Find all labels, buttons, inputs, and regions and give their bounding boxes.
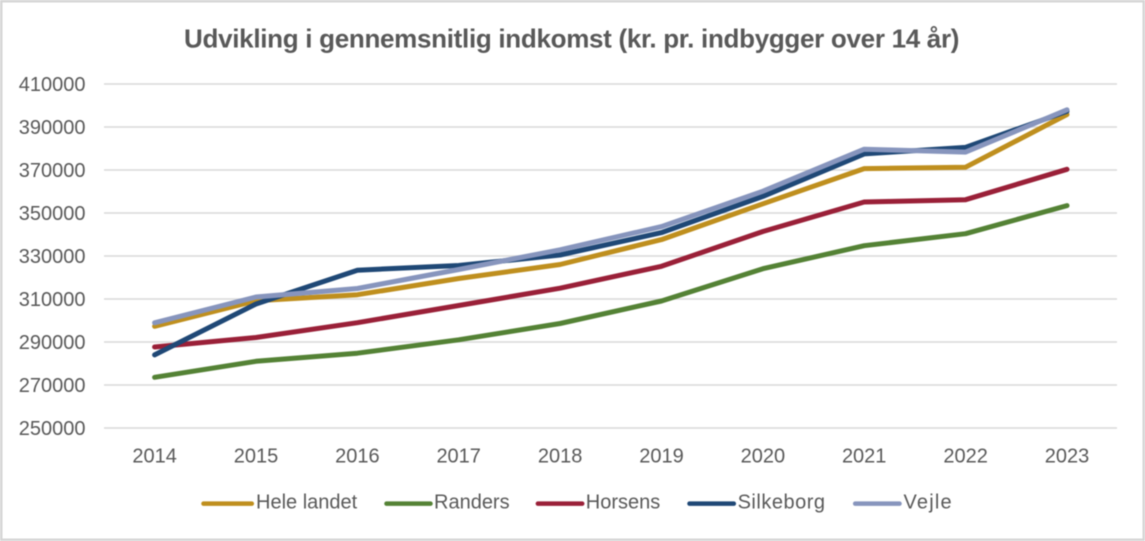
svg-text:2023: 2023 <box>1045 446 1090 468</box>
svg-text:2015: 2015 <box>234 446 279 468</box>
svg-text:Randers: Randers <box>434 492 510 514</box>
svg-text:Silkeborg: Silkeborg <box>738 492 826 514</box>
svg-text:250000: 250000 <box>19 418 86 440</box>
svg-text:350000: 350000 <box>19 203 86 225</box>
svg-text:390000: 390000 <box>19 117 86 139</box>
svg-text:270000: 270000 <box>19 375 86 397</box>
svg-text:2019: 2019 <box>639 446 684 468</box>
svg-text:2017: 2017 <box>436 446 481 468</box>
svg-text:2016: 2016 <box>335 446 380 468</box>
svg-text:Hele landet: Hele landet <box>256 492 358 514</box>
svg-text:290000: 290000 <box>19 332 86 354</box>
svg-text:2020: 2020 <box>741 446 786 468</box>
svg-text:Udvikling i gennemsnitlig indk: Udvikling i gennemsnitlig indkomst (kr. … <box>184 24 959 54</box>
svg-text:2014: 2014 <box>132 446 177 468</box>
svg-text:410000: 410000 <box>19 74 86 96</box>
svg-text:310000: 310000 <box>19 289 86 311</box>
svg-text:Vejle: Vejle <box>904 492 953 514</box>
svg-text:Horsens: Horsens <box>586 492 660 514</box>
svg-text:330000: 330000 <box>19 246 86 268</box>
svg-text:2018: 2018 <box>538 446 583 468</box>
svg-text:2021: 2021 <box>842 446 887 468</box>
svg-text:2022: 2022 <box>943 446 988 468</box>
svg-text:370000: 370000 <box>19 160 86 182</box>
